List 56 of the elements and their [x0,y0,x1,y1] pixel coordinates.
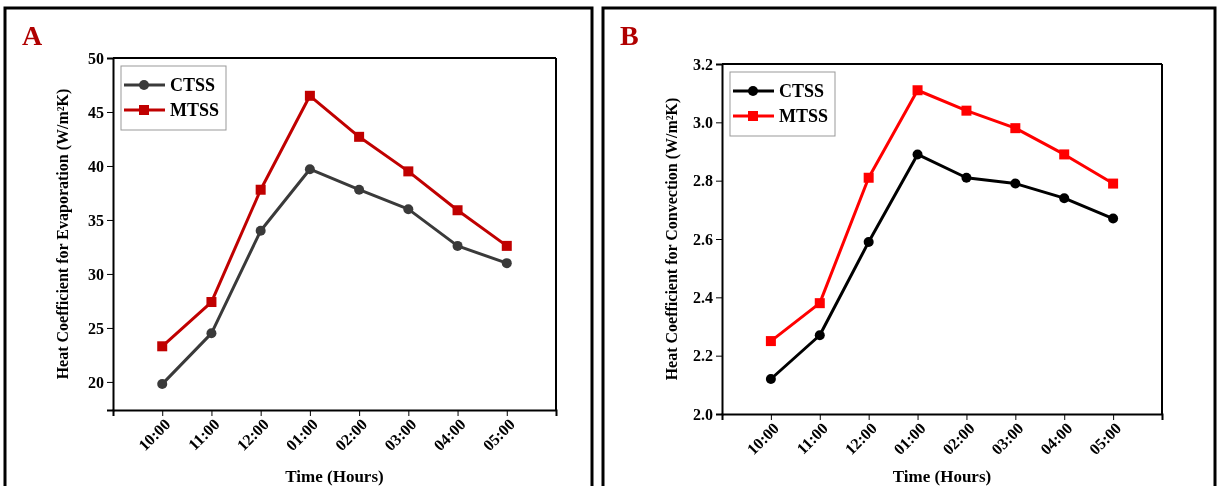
point [157,341,168,352]
point [206,297,217,308]
y-tick-label: 2.6 [693,230,713,248]
y-tick-label: 40 [88,157,104,175]
point [912,85,923,96]
y-tick-label: 2.4 [693,288,713,306]
chart-title: B [620,20,639,51]
x-axis-title: Time (Hours) [285,467,384,486]
point [912,149,923,160]
point [863,236,874,247]
point [304,90,315,101]
y-tick-label: 35 [88,211,104,229]
y-tick-label: 2.8 [693,172,713,190]
point [1059,149,1070,160]
point [765,336,776,347]
y-axis-title: Heat Coefficient for Convection (W/m²K) [663,97,681,381]
y-tick-label: 50 [88,49,104,67]
y-tick-label: 2.2 [693,347,713,365]
point [255,225,266,236]
legend-label: CTSS [170,75,216,95]
point [403,166,414,177]
point [765,374,776,384]
legend-label: MTSS [779,106,829,126]
x-axis-title: Time (Hours) [892,467,992,486]
y-tick-label: 30 [88,265,104,283]
point [961,105,972,116]
legend-label: MTSS [170,100,220,120]
y-tick-label: 25 [88,319,104,337]
point [1010,123,1021,134]
y-tick-label: 45 [88,103,104,121]
legend-label: CTSS [779,81,825,101]
point [814,298,825,309]
point [452,205,463,216]
point [354,184,365,195]
point [1059,193,1070,204]
point [961,172,972,183]
y-tick-label: 3.0 [693,113,713,131]
y-tick-label: 3.2 [693,55,713,73]
point [354,131,365,142]
point [452,240,463,251]
point [501,240,512,251]
y-axis-title: Heat Coefficient for Evaporation (W/m²K) [54,88,72,380]
point [814,330,825,341]
point [1108,213,1119,224]
point [157,379,168,390]
point [1010,178,1021,189]
point [304,164,315,175]
point [501,258,512,269]
y-tick-label: 20 [88,373,104,391]
point [255,184,266,195]
point [403,204,414,215]
point [206,328,217,339]
point [1108,178,1119,189]
chart-title: A [22,20,43,51]
y-tick-label: 2.0 [693,405,713,423]
point [863,172,874,183]
